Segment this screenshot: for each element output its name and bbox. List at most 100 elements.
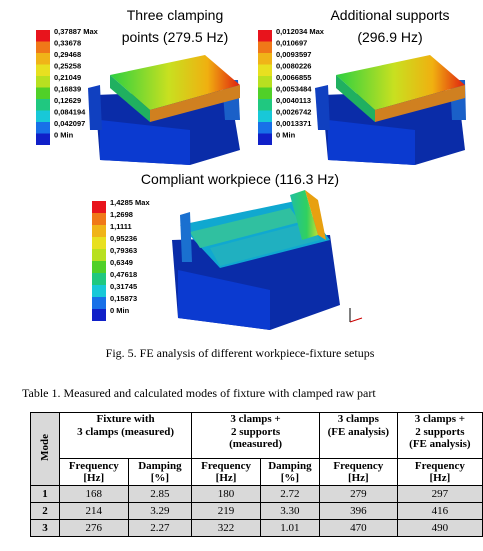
table-cell: Frequency [Hz] [58,458,129,486]
header-line: 2 supports [230,425,281,438]
legend-swatch [92,213,106,225]
table-cell: 490 [396,519,483,537]
table-cell: 1.01 [259,519,320,537]
table-cell: Frequency [Hz] [396,458,483,486]
legend-swatch [92,309,106,321]
header-line: [%] [150,472,170,484]
legend-label: 0,95236 [110,234,137,243]
table-cell: 2.27 [127,519,193,537]
legend-swatch [36,87,50,99]
legend-swatch [92,225,106,237]
legend-swatch [258,133,272,145]
header-line: Frequency [201,459,251,472]
legend-swatch [92,297,106,309]
figure-caption: Fig. 5. FE analysis of different workpie… [106,346,375,360]
table-cell: 3.29 [127,502,193,520]
table-cell: 3 clamps +2 supports (measured) [191,412,320,459]
legend-swatch [36,53,50,65]
header-line: [Hz] [215,472,237,484]
table-cell: Damping [%] [259,458,320,486]
panel-title: points (279.5 Hz) [122,29,229,45]
figure: Fig. 5. FE analysis of different workpie… [36,7,466,360]
legend-swatch [258,122,272,134]
header: Mode [38,433,51,461]
table-cell: 3.30 [259,502,320,520]
table-cell: Mode [30,412,60,486]
table-cell: Frequency [Hz] [318,458,398,486]
table-cell: Damping [%] [127,458,193,486]
legend-label: 0,6349 [110,258,133,267]
legend-swatch [92,273,106,285]
legend-label: 0,042097 [54,119,85,128]
table-cell: 219 [191,502,261,520]
table-cell: 168 [58,485,129,503]
legend-swatch [36,64,50,76]
table-cell: 416 [396,502,483,520]
header-line: Damping [138,459,182,472]
table-caption: Table 1. Measured and calculated modes o… [22,386,376,400]
legend-label: 0,010697 [276,38,307,47]
header-line: Frequency [333,459,384,472]
header-line: Damping [268,459,312,472]
table-cell: 297 [396,485,483,503]
legend-label: 0,47618 [110,270,137,279]
legend-swatch [36,133,50,145]
table-cell: 276 [58,519,129,537]
fe-render [315,55,466,165]
legend-swatch [92,285,106,297]
legend-swatch [36,41,50,53]
table-cell: 279 [318,485,398,503]
legend-swatch [258,99,272,111]
legend-label: 0,29468 [54,50,81,59]
legend-label: 1,4285 Max [110,198,150,207]
legend-swatch [92,249,106,261]
legend-swatch [36,99,50,111]
legend-label: 0,15873 [110,294,137,303]
table-cell: 470 [318,519,398,537]
table-cell: Frequency [Hz] [191,458,261,486]
table-cell: 214 [58,502,129,520]
legend-label: 0 Min [110,306,130,315]
legend-label: 0,0013371 [276,119,311,128]
header-line: Frequency [414,459,465,472]
table-cell: 2.72 [259,485,320,503]
header-line: 3 clamps + [230,413,281,425]
header-line: [%] [280,472,300,484]
header-line: (FE analysis) [409,438,471,450]
legend-label: 0,0040113 [276,96,311,105]
panel-title: Additional supports [330,7,449,23]
legend-label: 0,0026742 [276,107,311,116]
header-line: 3 clamps + [414,413,466,425]
legend-swatch [258,87,272,99]
table-cell: 1 [30,485,60,503]
table-cell: 3 clamps (FE analysis) [318,412,398,459]
legend-label: 0,31745 [110,282,137,291]
table-cell: 2.85 [127,485,193,503]
header-line: 3 clamps [337,413,379,425]
table-cell: 322 [191,519,261,537]
legend-swatch [36,76,50,88]
legend-label: 0,12629 [54,96,81,105]
table: Mode Fixture with 3 clamps (measured) 3 cla… [30,412,483,537]
legend-swatch [258,76,272,88]
legend-label: 0,37887 Max [54,27,99,36]
legend-swatch [92,201,106,213]
table-cell: 2 [30,502,60,520]
table-cell: 3 [30,519,60,537]
fe-render [88,55,240,165]
legend-label: 0 Min [276,130,296,139]
table-cell: 180 [191,485,261,503]
header-line: 3 clamps (measured) [77,425,175,438]
legend-label: 0,0093597 [276,50,311,59]
header-line: (measured) [229,438,283,450]
legend-label: 0,21049 [54,73,81,82]
legend-label: 1,2698 [110,210,133,219]
legend-label: 0,0066855 [276,73,311,82]
header-line: 2 supports [415,425,465,438]
legend-swatch [36,30,50,42]
legend-swatch [258,110,272,122]
panel-title: Three clamping [127,7,224,23]
legend-label: 0,25258 [54,61,81,70]
table-cell: 396 [318,502,398,520]
